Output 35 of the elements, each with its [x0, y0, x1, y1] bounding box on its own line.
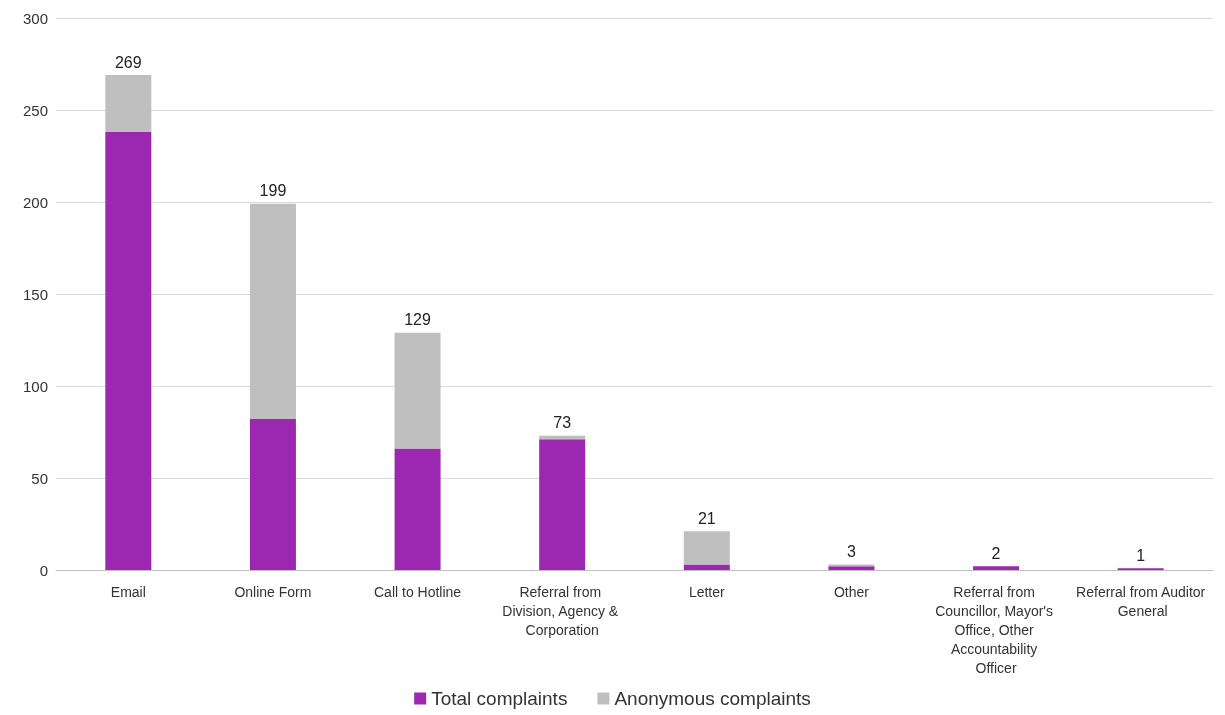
- bar: [539, 439, 586, 570]
- y-tick-label: 150: [22, 285, 48, 303]
- y-tick-label: 250: [22, 101, 48, 119]
- y-tick-label: 300: [22, 9, 48, 27]
- legend-label: Anonymous complaints: [614, 688, 811, 709]
- bar: [394, 332, 441, 449]
- x-tick-label: Online Form: [234, 583, 312, 600]
- bar: [105, 132, 152, 570]
- total-label: 1: [1136, 546, 1146, 564]
- x-tick-label: Referral from Division, Agency & Corporation: [502, 583, 623, 638]
- total-label: 3: [846, 542, 856, 560]
- total-label: 21: [697, 509, 716, 527]
- bar: [394, 448, 441, 570]
- y-tick-label: 200: [22, 193, 48, 211]
- total-label: 199: [259, 182, 287, 200]
- total-label: 269: [114, 53, 142, 71]
- x-tick-label: Letter: [688, 583, 726, 600]
- bar: [683, 531, 730, 565]
- x-tick-label: Referral from Auditor General: [1076, 583, 1206, 619]
- bar: [683, 564, 730, 570]
- x-tick-label: Other: [833, 583, 870, 600]
- x-tick-label: Call to Hotline: [373, 583, 462, 600]
- y-tick-label: 50: [31, 469, 48, 487]
- bar: [105, 75, 152, 133]
- y-tick-label: 100: [22, 377, 48, 395]
- x-tick-label: Email: [110, 583, 146, 600]
- total-label: 129: [404, 311, 432, 329]
- y-tick-label: 0: [39, 561, 48, 579]
- bar: [249, 419, 296, 570]
- legend-label: Total complaints: [431, 688, 568, 709]
- bar: [249, 203, 296, 420]
- total-label: 2: [991, 544, 1001, 562]
- x-tick-label: Referral from Councillor, Mayor's Office, Other Accountability Officer: [935, 583, 1057, 676]
- total-label: 73: [553, 414, 572, 432]
- bar: [973, 566, 1020, 570]
